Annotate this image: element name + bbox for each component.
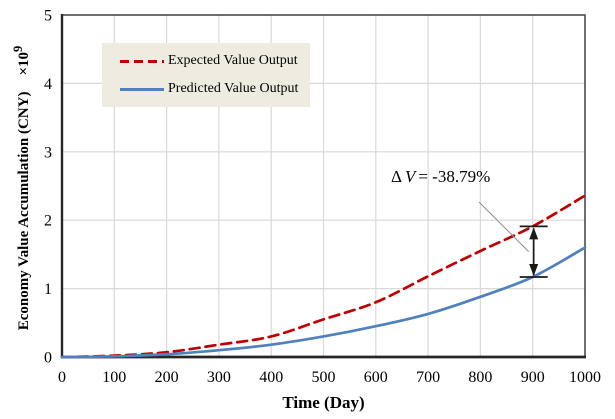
y-tick-label: 5 <box>44 8 52 25</box>
x-tick-label: 100 <box>102 369 126 386</box>
predicted-value-curve <box>60 246 587 359</box>
annotation-value: = -38.79% <box>418 167 491 186</box>
legend: Expected Value Output Predicted Value Ou… <box>102 43 310 107</box>
predicted-line-swatch-icon <box>120 87 164 91</box>
delta-annotation: Δ V = -38.79% <box>391 167 490 187</box>
annotation-variable: V <box>404 167 416 186</box>
arrow-head-down-icon <box>529 263 539 276</box>
x-tick-label: 0 <box>58 369 66 386</box>
y-tick-label: 4 <box>44 76 52 93</box>
annotation-delta: Δ <box>391 167 402 186</box>
x-tick-label: 600 <box>364 369 388 386</box>
x-tick-label: 300 <box>207 369 231 386</box>
y-axis-exponent: 9 <box>11 45 25 52</box>
x-tick-label: 900 <box>521 369 545 386</box>
y-tick-label: 0 <box>44 350 52 367</box>
expected-line-swatch-icon <box>120 59 164 63</box>
x-axis-title: Time (Day) <box>282 393 365 412</box>
legend-label-expected: Expected Value Output <box>168 53 298 68</box>
y-tick-label: 2 <box>44 213 52 230</box>
y-axis-title-text: Economy Value Accumulation (CNY) <box>16 91 32 331</box>
x-tick-label: 700 <box>416 369 440 386</box>
x-tick-label: 1000 <box>569 369 601 386</box>
x-tick-label: 400 <box>259 369 283 386</box>
annotation-leader-line <box>478 201 530 253</box>
expected-value-curve <box>60 194 587 359</box>
x-tick-label: 500 <box>312 369 336 386</box>
y-axis-title: Economy Value Accumulation (CNY) ×109 <box>11 8 32 368</box>
legend-item-predicted: Predicted Value Output <box>120 81 310 97</box>
x-tick-label: 200 <box>155 369 179 386</box>
arrow-head-up-icon <box>529 227 539 240</box>
y-tick-label: 3 <box>44 144 52 161</box>
y-tick-label: 1 <box>44 281 52 298</box>
x-tick-label: 800 <box>468 369 492 386</box>
legend-item-expected: Expected Value Output <box>120 53 310 69</box>
y-axis-multiplier: ×10 <box>16 51 32 76</box>
legend-label-predicted: Predicted Value Output <box>168 81 299 96</box>
